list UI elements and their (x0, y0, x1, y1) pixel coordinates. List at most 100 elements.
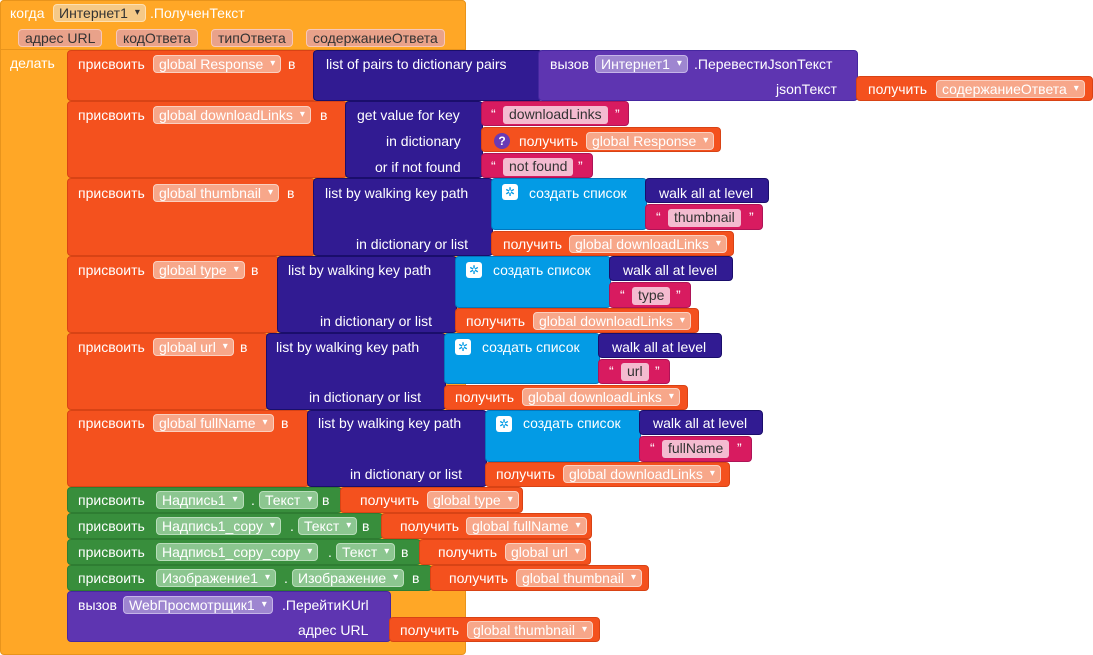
set-label: присвоить (78, 570, 145, 586)
walk-all-block[interactable] (609, 256, 733, 281)
set-label: присвоить (78, 107, 145, 123)
call-web-arg-label: адрес URL (298, 622, 369, 638)
event-param-url[interactable]: адрес URL (18, 29, 103, 47)
event-do-label: делать (10, 55, 55, 71)
quote-icon: ” (676, 287, 681, 303)
walk-all-block[interactable] (598, 333, 722, 358)
var-type-dropdown[interactable]: global type (153, 261, 245, 279)
event-component-dropdown[interactable]: Интернет1 (53, 4, 146, 22)
set-label: присвоить (78, 262, 145, 278)
var-type-dropdown[interactable]: global type (427, 491, 519, 509)
var-download-links-dropdown[interactable]: global downloadLinks (153, 106, 311, 124)
set-label: присвоить (78, 185, 145, 201)
walk-key-path-block[interactable] (307, 410, 487, 487)
get-label: получить (360, 492, 420, 508)
var-url-dropdown[interactable]: global url (505, 543, 586, 561)
var-full-name-dropdown[interactable]: global fullName (466, 517, 587, 535)
walk-key-path-block[interactable] (277, 256, 457, 333)
set-label: присвоить (78, 544, 145, 560)
to-label: в (322, 492, 330, 508)
walk-key-path-label: list by walking key path (276, 339, 420, 355)
text-download-links[interactable]: downloadLinks (503, 106, 608, 124)
var-content-dropdown[interactable]: содержаниеОтвета (936, 80, 1085, 98)
dot-label: . (328, 544, 332, 560)
property-image-dropdown[interactable]: Изображение (292, 569, 405, 587)
walk-key-path-label: list by walking key path (288, 262, 432, 278)
text-type[interactable]: type (632, 287, 671, 305)
component-label1-dropdown[interactable]: Надпись1 (156, 491, 244, 509)
var-thumbnail-dropdown[interactable]: global thumbnail (516, 569, 642, 587)
to-label: в (362, 518, 370, 534)
event-param-content[interactable]: содержаниеОтвета (306, 29, 445, 47)
event-when-label: когда (10, 5, 45, 21)
walk-key-path-label: list by walking key path (325, 185, 469, 201)
get-label: получить (466, 313, 526, 329)
get-label: получить (519, 133, 579, 149)
var-full-name-dropdown[interactable]: global fullName (153, 414, 274, 432)
make-list-label: создать список (523, 415, 621, 431)
get-label: получить (868, 81, 928, 97)
call-json-component-dropdown[interactable]: Интернет1 (595, 55, 688, 73)
to-label: в (412, 570, 420, 586)
get-value-label: get value for key (357, 107, 460, 123)
var-download-links-dropdown[interactable]: global downloadLinks (563, 465, 721, 483)
call-web-method-label: .ПерейтиKUrl (282, 597, 369, 613)
component-label2-dropdown[interactable]: Надпись1_copy (156, 517, 281, 535)
var-download-links-dropdown[interactable]: global downloadLinks (533, 312, 691, 330)
dot-label: . (284, 570, 288, 586)
var-download-links-dropdown[interactable]: global downloadLinks (522, 388, 680, 406)
text-url[interactable]: url (621, 363, 649, 381)
quote-icon: “ (650, 440, 655, 456)
var-download-links-dropdown[interactable]: global downloadLinks (569, 235, 727, 253)
to-label: в (240, 339, 248, 355)
quote-icon: “ (491, 106, 496, 122)
get-label: получить (400, 622, 460, 638)
to-label: в (251, 262, 259, 278)
to-label: в (287, 185, 295, 201)
get-label: получить (438, 544, 498, 560)
set-label: присвоить (78, 415, 145, 431)
call-json-block[interactable] (538, 50, 858, 101)
walk-key-path-block[interactable] (266, 333, 446, 410)
get-value-block[interactable] (345, 101, 483, 178)
property-text-dropdown[interactable]: Текст (298, 517, 358, 535)
get-label: получить (400, 518, 460, 534)
quote-icon: “ (656, 209, 661, 225)
component-image-dropdown[interactable]: Изображение1 (156, 569, 276, 587)
walk-all-block[interactable] (645, 178, 769, 203)
in-dict-or-list-label: in dictionary or list (320, 313, 433, 329)
list-of-pairs-block[interactable] (313, 50, 543, 101)
component-label3-dropdown[interactable]: Надпись1_copy_copy (156, 543, 319, 561)
var-response-dropdown[interactable]: global Response (586, 132, 715, 150)
in-dict-or-list-label: in dictionary or list (356, 236, 469, 252)
var-thumbnail-dropdown[interactable]: global thumbnail (467, 621, 593, 639)
walk-all-block[interactable] (639, 410, 763, 435)
event-param-code[interactable]: кодОтвета (116, 29, 198, 47)
property-text-dropdown[interactable]: Текст (259, 491, 319, 509)
var-url-dropdown[interactable]: global url (153, 338, 234, 356)
text-thumbnail[interactable]: thumbnail (668, 209, 741, 227)
to-label: в (401, 544, 409, 560)
event-param-type[interactable]: типОтвета (211, 29, 293, 47)
text-not-found[interactable]: not found (503, 158, 574, 176)
gear-icon[interactable]: ✲ (455, 339, 471, 355)
quote-icon: ” (749, 209, 754, 225)
property-text-dropdown[interactable]: Текст (336, 543, 396, 561)
var-thumbnail-dropdown[interactable]: global thumbnail (153, 184, 279, 202)
text-full-name[interactable]: fullName (662, 440, 730, 458)
set-label: присвоить (78, 492, 145, 508)
get-label: получить (449, 570, 509, 586)
call-web-component-dropdown[interactable]: WebПросмотрщик1 (123, 596, 273, 614)
var-response-dropdown[interactable]: global Response (153, 55, 282, 73)
get-label: получить (503, 236, 563, 252)
quote-icon: ” (655, 363, 660, 379)
gear-icon[interactable]: ✲ (502, 184, 518, 200)
quote-icon: “ (620, 287, 625, 303)
make-list-label: создать список (493, 262, 591, 278)
walk-key-path-block[interactable] (313, 178, 493, 256)
gear-icon[interactable]: ✲ (496, 416, 512, 432)
gear-icon[interactable]: ✲ (466, 262, 482, 278)
json-text-label: jsonТекст (776, 81, 837, 97)
dot-label: . (290, 518, 294, 534)
help-icon[interactable]: ? (494, 133, 510, 149)
